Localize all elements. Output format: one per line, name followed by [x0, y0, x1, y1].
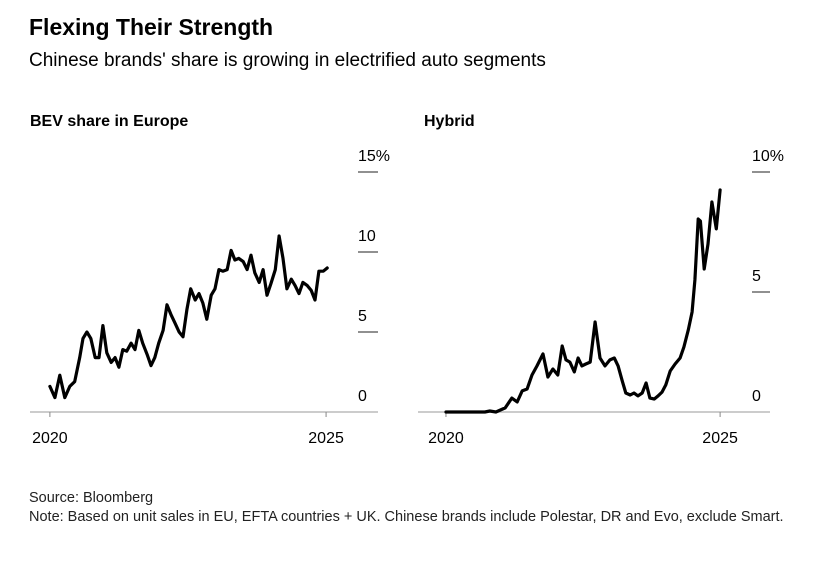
- y-tick-label: 0: [752, 388, 761, 405]
- y-tick-label: 5: [358, 308, 367, 325]
- y-tick-label: 10%: [752, 148, 784, 165]
- panel-title: Hybrid: [424, 113, 475, 130]
- y-tick-label: 10: [358, 228, 376, 245]
- x-tick-label: 2020: [32, 430, 68, 447]
- y-tick-label: 0: [358, 388, 367, 405]
- note: Note: Based on unit sales in EU, EFTA co…: [29, 509, 784, 525]
- x-tick-label: 2020: [428, 430, 464, 447]
- footer: Source: Bloomberg Note: Based on unit sa…: [29, 489, 789, 527]
- y-tick-label: 5: [752, 268, 761, 285]
- charts: BEV share in Europe 0 5 10 15% 2020 2025 Hybrid…: [30, 113, 784, 447]
- x-tick-label: 2025: [308, 430, 344, 447]
- y-tick-label: 15%: [358, 148, 390, 165]
- source: Source: Bloomberg: [29, 490, 154, 506]
- title: Flexing Their Strength: [29, 14, 274, 40]
- x-tick-label: 2025: [702, 430, 738, 447]
- line: [444, 188, 722, 414]
- panel-title: BEV share in Europe: [30, 113, 188, 130]
- line: [48, 234, 329, 400]
- subtitle: Chinese brands' share is growing in elec…: [29, 50, 546, 71]
